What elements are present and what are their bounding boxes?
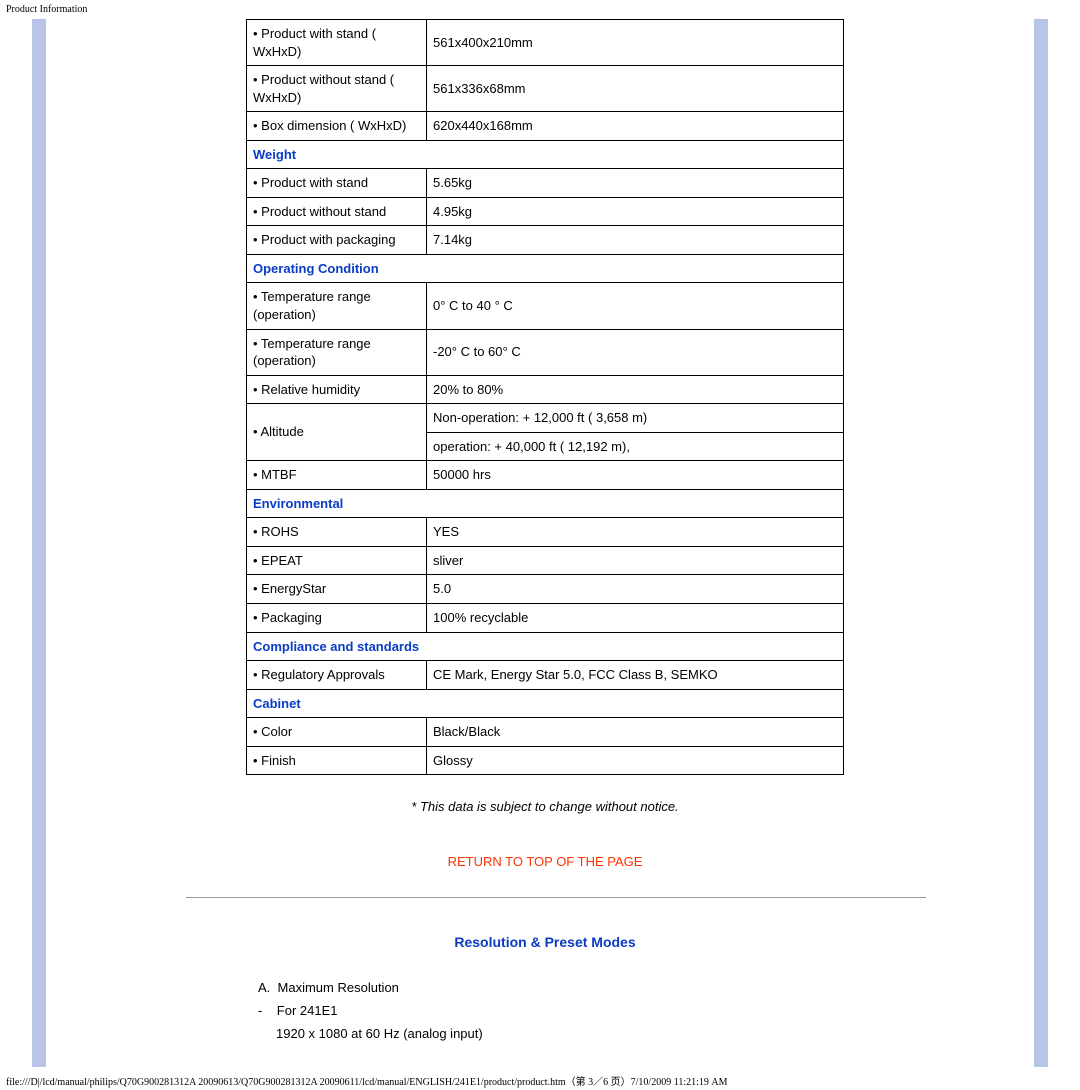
spec-value: 100% recyclable — [427, 604, 844, 633]
spec-label: • Relative humidity — [247, 375, 427, 404]
spec-label: • ROHS — [247, 518, 427, 547]
spec-label: • Color — [247, 718, 427, 747]
spec-value: Non-operation: + 12,000 ft ( 3,658 m) — [427, 404, 844, 433]
section-header: Weight — [247, 140, 844, 169]
spec-value: 620x440x168mm — [427, 112, 844, 141]
list-letter: A. — [258, 980, 270, 995]
max-resolution-label: Maximum Resolution — [278, 980, 399, 995]
resolution-line-detail: 1920 x 1080 at 60 Hz (analog input) — [258, 1024, 1024, 1045]
resolution-line-a: A. Maximum Resolution — [258, 978, 1024, 999]
spec-label: • Finish — [247, 746, 427, 775]
spec-value: sliver — [427, 546, 844, 575]
model-label: For 241E1 — [277, 1003, 338, 1018]
spec-value: Glossy — [427, 746, 844, 775]
resolution-section-title: Resolution & Preset Modes — [246, 934, 844, 950]
spec-value: CE Mark, Energy Star 5.0, FCC Class B, S… — [427, 661, 844, 690]
spec-table: • Product with stand ( WxHxD)561x400x210… — [246, 19, 844, 775]
spec-value: 0° C to 40 ° C — [427, 283, 844, 329]
spec-value: 20% to 80% — [427, 375, 844, 404]
list-dash: - — [258, 1003, 262, 1018]
left-sidebar — [32, 19, 46, 1067]
return-top-link[interactable]: RETURN TO TOP OF THE PAGE — [246, 854, 844, 869]
spec-value: 4.95kg — [427, 197, 844, 226]
spec-label: • Packaging — [247, 604, 427, 633]
spec-label: • Altitude — [247, 404, 427, 461]
spec-label: • Product with stand — [247, 169, 427, 198]
spec-value: 50000 hrs — [427, 461, 844, 490]
spec-label: • MTBF — [247, 461, 427, 490]
spec-value: 7.14kg — [427, 226, 844, 255]
spec-label: • EPEAT — [247, 546, 427, 575]
disclaimer-text: * This data is subject to change without… — [246, 799, 844, 814]
spec-label: • EnergyStar — [247, 575, 427, 604]
footer-file-path: file:///D|/lcd/manual/philips/Q70G900281… — [0, 1067, 1080, 1090]
section-header: Compliance and standards — [247, 632, 844, 661]
page-header-label: Product Information — [0, 0, 1080, 19]
spec-label: • Product without stand ( WxHxD) — [247, 66, 427, 112]
resolution-value: 1920 x 1080 at 60 Hz (analog input) — [276, 1026, 483, 1041]
section-header: Environmental — [247, 489, 844, 518]
section-header: Operating Condition — [247, 254, 844, 283]
spec-value: 5.65kg — [427, 169, 844, 198]
spec-label: • Regulatory Approvals — [247, 661, 427, 690]
spec-value: YES — [427, 518, 844, 547]
spec-value: -20° C to 60° C — [427, 329, 844, 375]
spec-value: operation: + 40,000 ft ( 12,192 m), — [427, 432, 844, 461]
left-gutter — [0, 19, 32, 1067]
spec-value: 561x400x210mm — [427, 20, 844, 66]
divider — [186, 897, 926, 898]
resolution-block: A. Maximum Resolution - For 241E1 1920 x… — [246, 978, 1024, 1044]
spec-label: • Product with packaging — [247, 226, 427, 255]
spec-label: • Temperature range (operation) — [247, 329, 427, 375]
page-wrapper: • Product with stand ( WxHxD)561x400x210… — [0, 19, 1080, 1067]
resolution-line-for: - For 241E1 — [258, 1001, 1024, 1022]
spec-value: 561x336x68mm — [427, 66, 844, 112]
main-content: • Product with stand ( WxHxD)561x400x210… — [46, 19, 1034, 1067]
spec-value: 5.0 — [427, 575, 844, 604]
right-gutter — [1048, 19, 1080, 1067]
spec-label: • Product with stand ( WxHxD) — [247, 20, 427, 66]
spec-label: • Box dimension ( WxHxD) — [247, 112, 427, 141]
section-header: Cabinet — [247, 689, 844, 718]
spec-value: Black/Black — [427, 718, 844, 747]
right-sidebar — [1034, 19, 1048, 1067]
spec-label: • Product without stand — [247, 197, 427, 226]
spec-label: • Temperature range (operation) — [247, 283, 427, 329]
